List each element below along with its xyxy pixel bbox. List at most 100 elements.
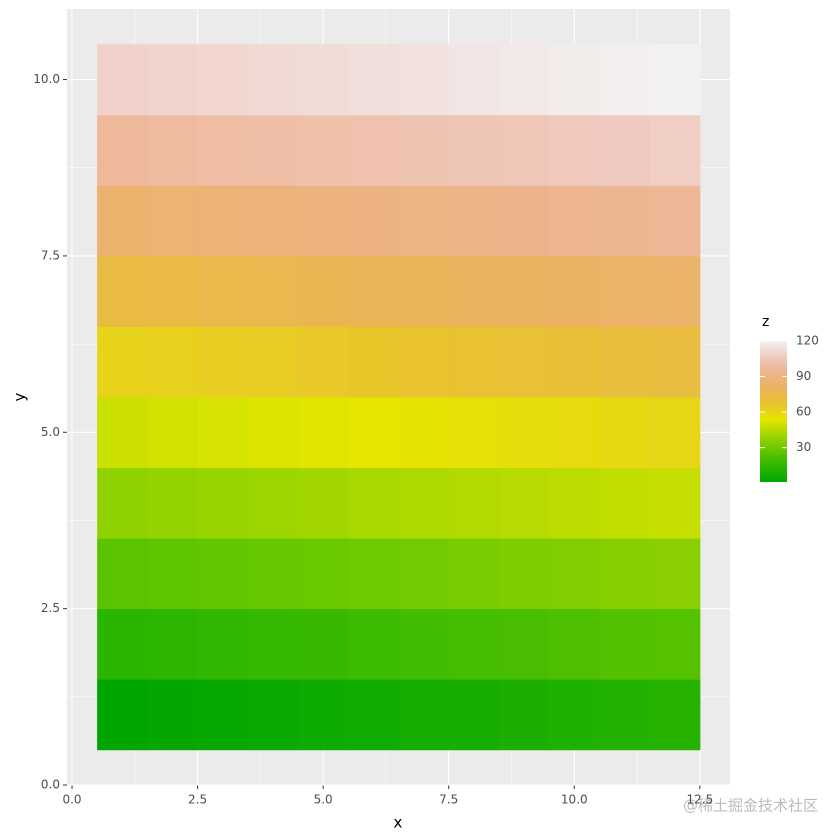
heat-cell bbox=[247, 326, 299, 398]
heat-cell bbox=[97, 326, 148, 398]
heat-cell bbox=[298, 608, 349, 680]
heat-cell bbox=[197, 608, 249, 680]
x-tick-label: 10.0 bbox=[561, 793, 588, 807]
heat-cell bbox=[147, 185, 199, 257]
heat-cell bbox=[398, 397, 450, 469]
legend-label: 60 bbox=[796, 405, 811, 419]
heat-cell bbox=[549, 44, 600, 116]
heat-cell bbox=[97, 114, 148, 186]
heat-cell bbox=[498, 538, 550, 610]
heat-cell bbox=[448, 114, 500, 186]
heat-cell bbox=[197, 185, 249, 257]
y-tick-label: 5.0 bbox=[41, 425, 60, 439]
heat-cell bbox=[599, 185, 651, 257]
heat-cell bbox=[448, 679, 500, 751]
heat-cell bbox=[247, 608, 299, 680]
heat-cell bbox=[649, 397, 701, 469]
legend-label: 90 bbox=[796, 369, 811, 383]
y-tick-label: 0.0 bbox=[41, 778, 60, 792]
heat-cell bbox=[549, 255, 600, 327]
y-axis-title: y bbox=[11, 392, 29, 401]
y-tick-label: 10.0 bbox=[33, 72, 60, 86]
heat-cell bbox=[549, 608, 600, 680]
heat-cell bbox=[97, 608, 148, 680]
heat-cell bbox=[348, 255, 399, 327]
heat-cell bbox=[448, 185, 500, 257]
heat-cell bbox=[498, 467, 550, 539]
heat-cell bbox=[448, 255, 500, 327]
legend-title: z bbox=[762, 314, 769, 330]
heat-cell bbox=[348, 397, 399, 469]
heat-cell bbox=[599, 114, 651, 186]
heat-cell bbox=[247, 44, 299, 116]
heat-cell bbox=[448, 608, 500, 680]
heat-cell bbox=[147, 44, 199, 116]
heat-cell bbox=[348, 608, 399, 680]
heat-cell bbox=[298, 397, 349, 469]
heat-cell bbox=[649, 44, 701, 116]
heat-cell bbox=[498, 397, 550, 469]
heat-cell bbox=[599, 326, 651, 398]
heat-cell bbox=[649, 538, 701, 610]
watermark: @稀土掘金技术社区 bbox=[683, 797, 818, 815]
heat-cell bbox=[247, 255, 299, 327]
heat-cell bbox=[348, 538, 399, 610]
heat-cell bbox=[649, 608, 701, 680]
heat-cell bbox=[398, 679, 450, 751]
heat-cell bbox=[197, 114, 249, 186]
heat-cell bbox=[298, 467, 349, 539]
heat-cell bbox=[599, 255, 651, 327]
heat-cell bbox=[498, 44, 550, 116]
heat-cell bbox=[348, 114, 399, 186]
heat-cell bbox=[649, 255, 701, 327]
heat-cell bbox=[649, 114, 701, 186]
heat-cell bbox=[197, 679, 249, 751]
heat-cell bbox=[197, 538, 249, 610]
heat-cell bbox=[147, 608, 199, 680]
heat-cell bbox=[599, 44, 651, 116]
x-tick-label: 0.0 bbox=[62, 793, 81, 807]
heat-cell bbox=[348, 326, 399, 398]
heat-cell bbox=[599, 608, 651, 680]
heat-cell bbox=[147, 679, 199, 751]
heat-cell bbox=[498, 608, 550, 680]
heat-cell bbox=[147, 397, 199, 469]
heat-cell bbox=[97, 538, 148, 610]
heat-cell bbox=[298, 255, 349, 327]
heat-cell bbox=[498, 255, 550, 327]
heat-cell bbox=[549, 679, 600, 751]
y-tick-label: 7.5 bbox=[41, 248, 60, 262]
heat-cell bbox=[97, 679, 148, 751]
heat-cell bbox=[649, 679, 701, 751]
heat-cell bbox=[348, 679, 399, 751]
heat-cell bbox=[398, 255, 450, 327]
heat-cell bbox=[398, 114, 450, 186]
heat-cell bbox=[147, 255, 199, 327]
heat-cell bbox=[348, 467, 399, 539]
heat-cell bbox=[448, 467, 500, 539]
heat-cell bbox=[298, 185, 349, 257]
heat-cell bbox=[398, 44, 450, 116]
heat-cell bbox=[247, 679, 299, 751]
heat-cell bbox=[549, 185, 600, 257]
heat-cell bbox=[348, 185, 399, 257]
heat-cell bbox=[398, 326, 450, 398]
x-axis-title: x bbox=[394, 814, 403, 832]
heat-cell bbox=[599, 397, 651, 469]
heat-cell bbox=[147, 538, 199, 610]
heat-cell bbox=[448, 44, 500, 116]
heat-cell bbox=[298, 326, 349, 398]
heat-cell bbox=[398, 467, 450, 539]
heat-cell bbox=[498, 679, 550, 751]
x-tick-label: 5.0 bbox=[314, 793, 333, 807]
heat-cell bbox=[498, 326, 550, 398]
x-tick-label: 2.5 bbox=[188, 793, 207, 807]
heat-cell bbox=[549, 326, 600, 398]
heat-cell bbox=[197, 397, 249, 469]
heat-cell bbox=[97, 467, 148, 539]
heat-cell bbox=[498, 185, 550, 257]
heat-cell bbox=[298, 538, 349, 610]
heat-cell bbox=[197, 255, 249, 327]
heat-cell bbox=[448, 397, 500, 469]
